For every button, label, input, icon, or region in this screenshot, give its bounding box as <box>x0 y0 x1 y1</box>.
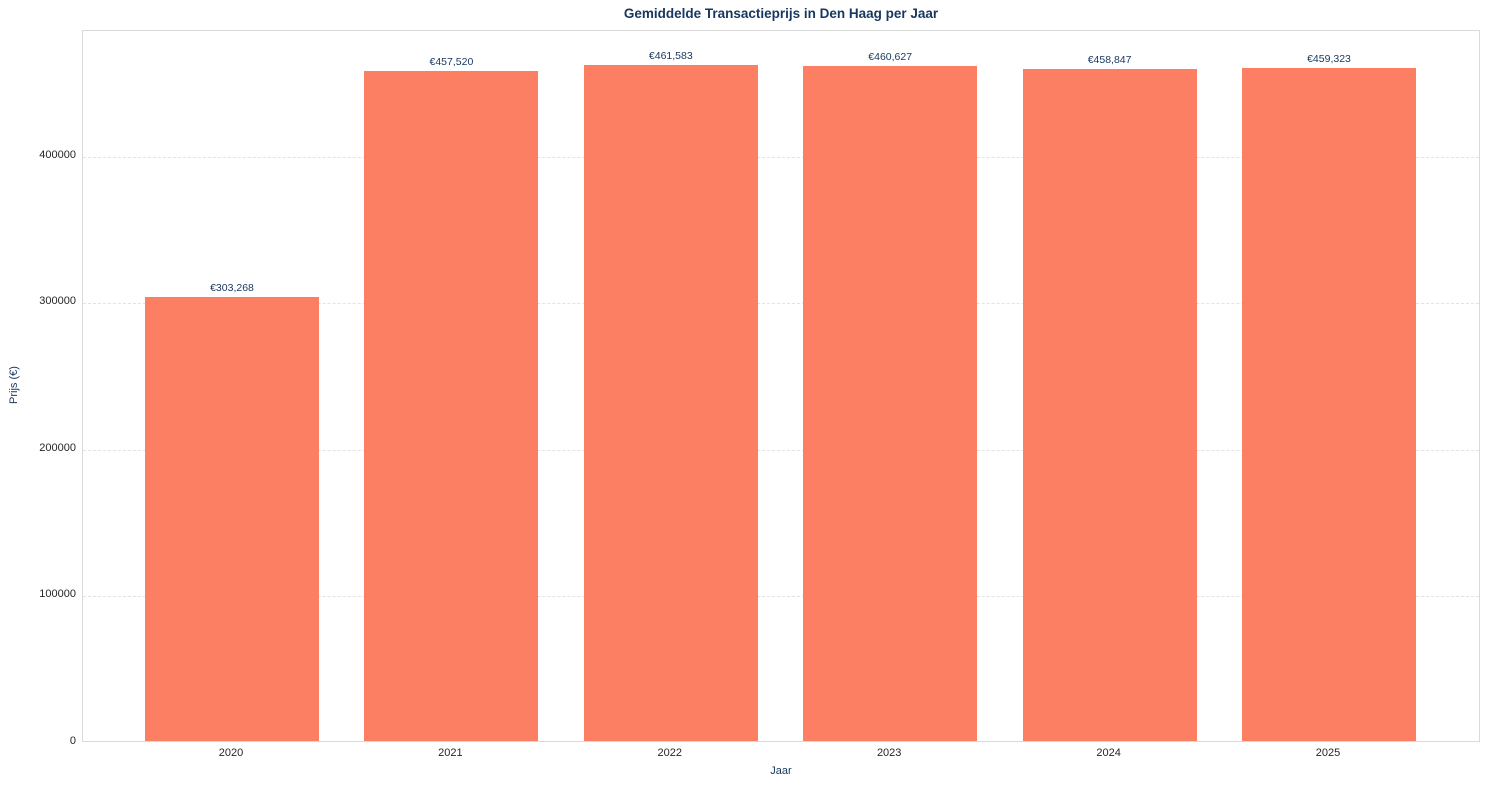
bar-2022 <box>583 64 758 741</box>
bar-value-label-2024: €458,847 <box>1087 53 1132 66</box>
y-axis-label: Prijs (€) <box>8 366 20 404</box>
y-tick-100000: 100000 <box>39 588 76 601</box>
bar-value-label-2023: €460,627 <box>868 51 913 64</box>
x-tick-2023: 2023 <box>876 747 902 759</box>
x-axis-label: Jaar <box>770 765 792 777</box>
bar-2025 <box>1242 68 1416 741</box>
bar-value-label-2025: €459,323 <box>1307 53 1351 66</box>
x-tick-2025: 2025 <box>1315 747 1341 759</box>
x-tick-2024: 2024 <box>1096 747 1121 759</box>
y-tick-300000: 300000 <box>39 295 76 308</box>
gridline-400000 <box>83 156 1479 158</box>
y-tick-200000: 200000 <box>39 441 76 454</box>
bar-value-label-2020: €303,268 <box>210 281 254 294</box>
gridline-300000 <box>83 303 1479 305</box>
x-tick-2020: 2020 <box>218 747 244 759</box>
chart-title: Gemiddelde Transactieprijs in Den Haag p… <box>623 6 939 21</box>
bar-2021 <box>364 70 539 741</box>
y-tick-0: 0 <box>69 735 76 747</box>
gridline-100000 <box>83 596 1479 598</box>
gridline-200000 <box>83 449 1479 451</box>
x-tick-2022: 2022 <box>657 747 683 759</box>
plot-area: €303,268 €457,520 €461,583 €460,627 €458,847… <box>82 30 1480 742</box>
x-tick-2021: 2021 <box>438 747 463 759</box>
bar-2024 <box>1022 68 1197 741</box>
bar-2023 <box>803 66 978 741</box>
bar-value-label-2021: €457,520 <box>429 55 474 68</box>
bar-2020 <box>145 296 319 741</box>
bar-value-label-2022: €461,583 <box>648 49 693 62</box>
y-tick-400000: 400000 <box>39 148 76 161</box>
